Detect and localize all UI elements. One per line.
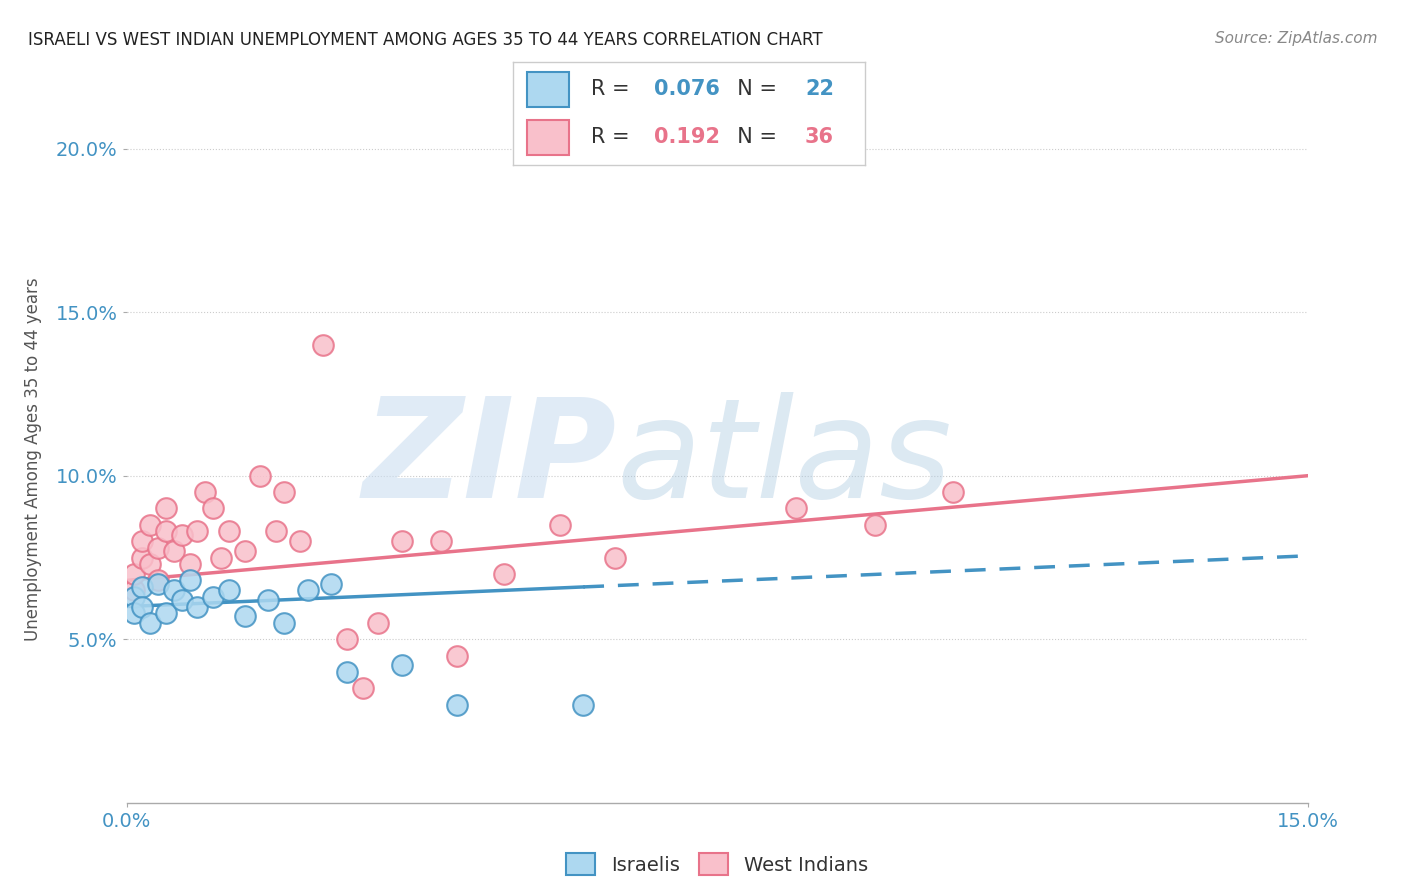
Point [297, 583, 319, 598]
Point [124, 590, 146, 604]
Point [352, 681, 374, 696]
Point [336, 665, 359, 679]
Point [163, 544, 186, 558]
Point [273, 485, 295, 500]
Point [124, 606, 146, 620]
Text: N =: N = [724, 79, 783, 99]
Point [139, 517, 162, 532]
Point [209, 550, 232, 565]
Point [202, 501, 225, 516]
Point [186, 524, 208, 539]
Point [548, 517, 571, 532]
Point [785, 501, 807, 516]
Point [146, 541, 169, 555]
Point [321, 576, 343, 591]
Point [273, 615, 295, 630]
Point [494, 566, 516, 581]
Point [131, 534, 153, 549]
Point [603, 550, 626, 565]
Y-axis label: Unemployment Among Ages 35 to 44 years: Unemployment Among Ages 35 to 44 years [24, 277, 42, 641]
Text: 36: 36 [804, 128, 834, 147]
FancyBboxPatch shape [527, 120, 569, 155]
Point [264, 524, 287, 539]
Point [391, 534, 413, 549]
Point [179, 574, 201, 588]
Point [288, 534, 311, 549]
Point [202, 590, 225, 604]
Point [139, 557, 162, 571]
Text: Source: ZipAtlas.com: Source: ZipAtlas.com [1215, 31, 1378, 46]
Point [233, 609, 256, 624]
Point [146, 574, 169, 588]
Point [249, 468, 271, 483]
FancyBboxPatch shape [527, 71, 569, 106]
Point [257, 593, 280, 607]
Point [863, 517, 886, 532]
Point [446, 698, 468, 712]
Point [218, 583, 240, 598]
Point [186, 599, 208, 614]
Text: 0.192: 0.192 [654, 128, 720, 147]
Point [163, 583, 186, 598]
Point [131, 599, 153, 614]
Text: 22: 22 [804, 79, 834, 99]
Text: atlas: atlas [617, 392, 952, 527]
Text: ZIP: ZIP [363, 392, 617, 527]
Text: 0.076: 0.076 [654, 79, 720, 99]
Point [391, 658, 413, 673]
Text: ISRAELI VS WEST INDIAN UNEMPLOYMENT AMONG AGES 35 TO 44 YEARS CORRELATION CHART: ISRAELI VS WEST INDIAN UNEMPLOYMENT AMON… [28, 31, 823, 49]
Text: R =: R = [591, 79, 636, 99]
Legend: Israelis, West Indians: Israelis, West Indians [558, 846, 876, 882]
Point [233, 544, 256, 558]
Point [942, 485, 965, 500]
Point [124, 583, 146, 598]
Point [146, 576, 169, 591]
Point [170, 593, 193, 607]
Point [124, 566, 146, 581]
Point [194, 485, 217, 500]
Text: N =: N = [724, 128, 783, 147]
Point [139, 615, 162, 630]
Point [367, 615, 389, 630]
Point [312, 338, 335, 352]
Point [430, 534, 453, 549]
Point [155, 606, 177, 620]
Text: R =: R = [591, 128, 636, 147]
Point [179, 557, 201, 571]
Point [218, 524, 240, 539]
Point [446, 648, 468, 663]
Point [131, 580, 153, 594]
Point [131, 550, 153, 565]
Point [336, 632, 359, 647]
Point [572, 698, 595, 712]
Point [155, 501, 177, 516]
Point [155, 524, 177, 539]
Point [170, 527, 193, 541]
